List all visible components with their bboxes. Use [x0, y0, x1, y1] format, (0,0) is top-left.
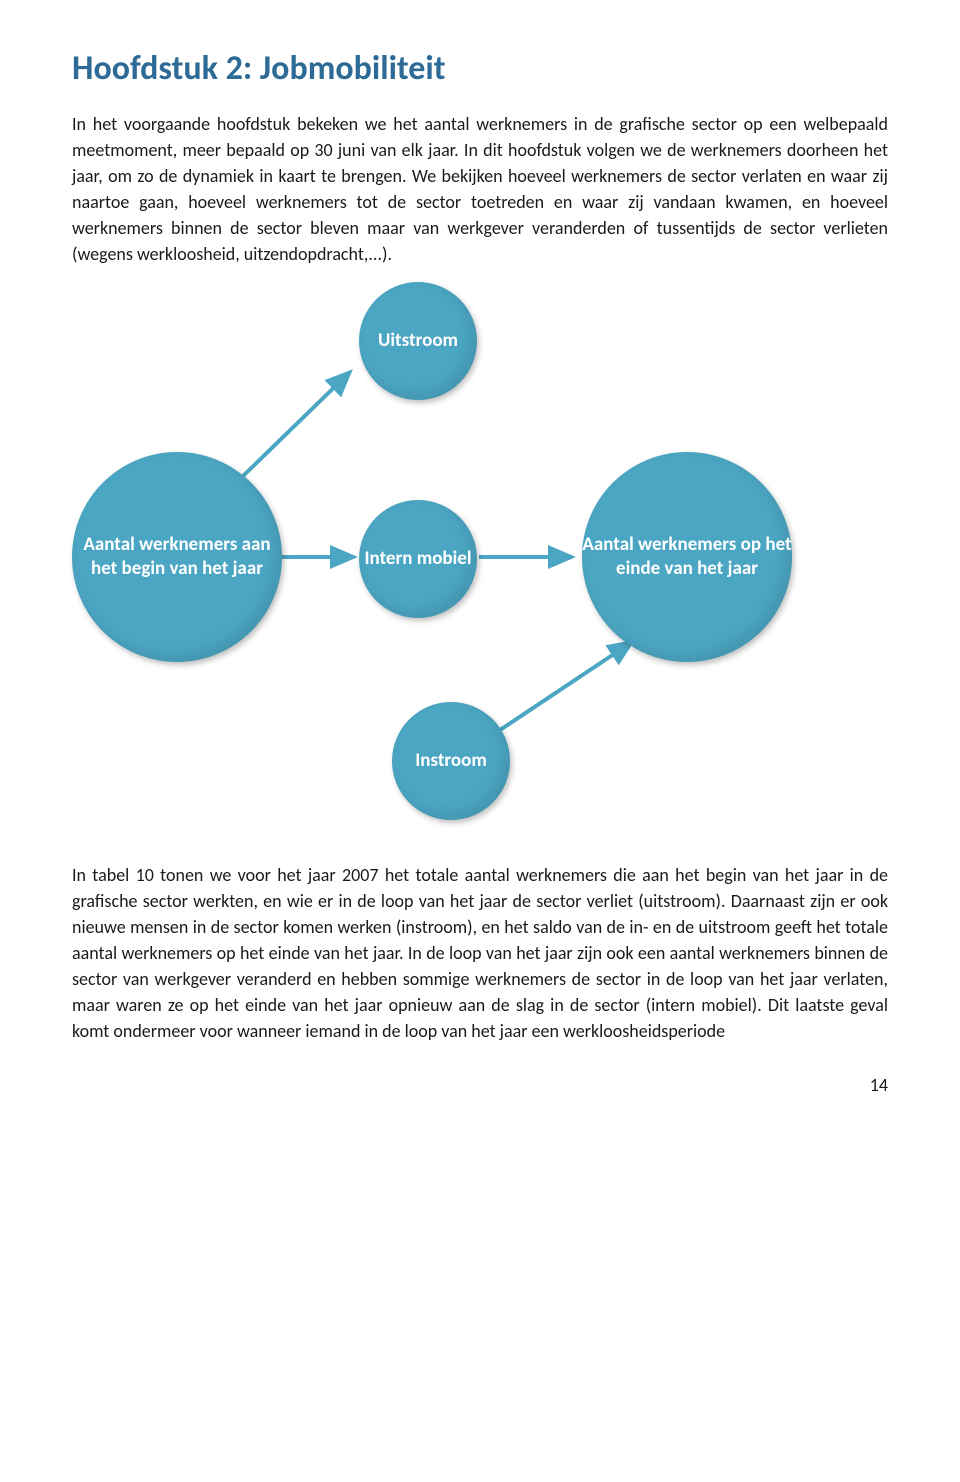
arrow-instroom-einde: [497, 642, 632, 732]
node-intern: Intern mobiel: [359, 500, 477, 618]
node-instroom: Instroom: [392, 702, 510, 820]
arrow-begin-uitstroom: [242, 372, 350, 477]
paragraph-1: In het voorgaande hoofdstuk bekeken we h…: [72, 111, 888, 268]
paragraph-2: In tabel 10 tonen we voor het jaar 2007 …: [72, 862, 888, 1045]
node-einde: Aantal werknemers op het einde van het j…: [582, 452, 792, 662]
node-begin: Aantal werknemers aan het begin van het …: [72, 452, 282, 662]
jobmobiliteit-diagram: Uitstroom Aantal werknemers aan het begi…: [72, 282, 888, 822]
chapter-title: Hoofdstuk 2: Jobmobiliteit: [72, 48, 888, 89]
node-uitstroom: Uitstroom: [359, 282, 477, 400]
page-number: 14: [72, 1074, 888, 1096]
